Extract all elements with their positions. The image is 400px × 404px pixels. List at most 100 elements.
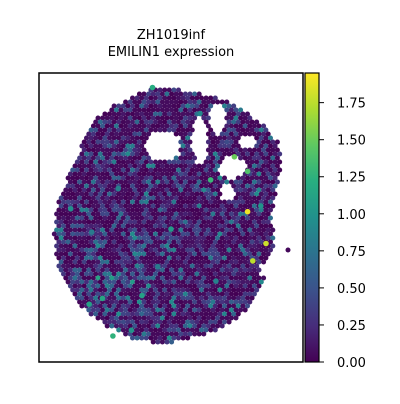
spot: [118, 275, 124, 281]
spot: [102, 143, 108, 149]
spot: [157, 215, 163, 221]
spot: [136, 195, 142, 201]
spot: [256, 275, 262, 281]
spot: [111, 271, 117, 277]
spot: [125, 199, 131, 205]
spot: [194, 183, 200, 189]
spot: [208, 295, 214, 301]
spot: [123, 99, 129, 105]
spot: [189, 223, 195, 229]
spot: [97, 207, 103, 213]
spot: [113, 123, 119, 129]
spot: [61, 247, 66, 253]
spot: [72, 219, 78, 225]
spot: [127, 171, 133, 177]
spot: [224, 235, 230, 241]
spot: [143, 159, 149, 165]
spot: [90, 291, 96, 297]
spot: [111, 263, 117, 269]
spot: [235, 255, 241, 261]
spot: [182, 275, 188, 281]
spot: [164, 307, 170, 313]
spot: [134, 151, 140, 157]
spot: [67, 259, 73, 265]
spot: [210, 315, 216, 321]
spot: [185, 223, 191, 229]
spot: [134, 231, 140, 237]
spot: [238, 107, 244, 113]
spot: [203, 175, 209, 181]
spot: [72, 187, 78, 193]
spot: [254, 167, 260, 173]
spot: [86, 203, 92, 209]
spot: [116, 223, 122, 229]
spot: [247, 155, 253, 161]
spot: [180, 103, 186, 109]
spot: [203, 111, 209, 117]
spot: [93, 167, 99, 173]
spot: [74, 279, 80, 285]
spot: [118, 251, 124, 257]
spot: [164, 107, 170, 113]
spot: [102, 151, 108, 157]
spot: [130, 159, 135, 165]
spot: [84, 215, 89, 221]
spot: [171, 303, 177, 309]
spot: [217, 143, 223, 149]
spot: [203, 183, 209, 189]
spot: [180, 159, 186, 165]
spot: [136, 243, 142, 249]
spot: [136, 91, 142, 97]
spot: [180, 119, 186, 125]
spot: [212, 319, 218, 325]
spot: [219, 259, 225, 265]
spot: [217, 183, 223, 189]
spot: [258, 255, 264, 261]
spot: [203, 263, 209, 269]
spot: [139, 319, 145, 325]
spot: [63, 243, 69, 249]
spot: [81, 179, 87, 185]
spot: [159, 99, 165, 105]
spot: [102, 199, 108, 205]
spot: [109, 323, 115, 329]
spot: [272, 159, 278, 165]
spot: [109, 115, 115, 121]
spot: [130, 199, 135, 205]
spot: [182, 227, 188, 233]
spot: [113, 307, 119, 313]
spot: [169, 275, 175, 281]
spot: [153, 215, 158, 221]
spot: [58, 259, 64, 265]
spot: [111, 111, 117, 117]
spot: [173, 267, 179, 273]
spot: [146, 195, 152, 201]
spot: [228, 243, 234, 249]
spot: [201, 195, 207, 201]
spot: [251, 163, 257, 169]
spot: [56, 263, 62, 269]
spot: [249, 239, 255, 245]
spot: [256, 259, 262, 265]
spot: [210, 171, 216, 177]
spot: [86, 179, 92, 185]
spot: [169, 115, 175, 121]
spot: [201, 291, 207, 297]
spot: [134, 239, 140, 245]
spot: [93, 143, 99, 149]
spot: [136, 283, 142, 289]
spot: [173, 131, 179, 137]
spot: [159, 107, 165, 113]
spot: [88, 295, 94, 301]
spot: [196, 219, 202, 225]
spot: [201, 251, 207, 257]
spot: [118, 315, 124, 321]
spot: [93, 287, 99, 293]
spot: [97, 311, 103, 317]
spot: [166, 111, 172, 117]
spot: [143, 223, 149, 229]
spot: [251, 227, 257, 233]
spot: [109, 251, 115, 257]
spot: [65, 191, 71, 197]
spot: [150, 203, 156, 209]
